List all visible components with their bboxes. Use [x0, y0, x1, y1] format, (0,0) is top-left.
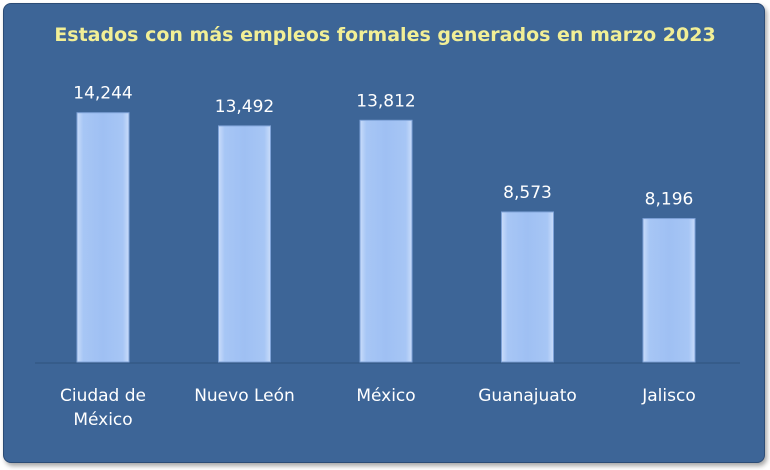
bar: [501, 211, 554, 363]
bar: [76, 112, 130, 363]
x-tick-label: Jalisco: [641, 386, 695, 406]
bar: [642, 218, 696, 363]
x-tick-label: México: [73, 410, 132, 430]
data-label: 8,196: [645, 190, 694, 210]
x-tick-label: Nuevo León: [194, 386, 295, 406]
chart-title: Estados con más empleos formales generad…: [54, 24, 716, 46]
data-label: 14,244: [73, 84, 132, 104]
x-tick-label: Ciudad de: [60, 386, 146, 406]
data-label: 13,492: [215, 97, 274, 117]
x-tick-label: México: [356, 386, 415, 406]
x-tick-label: Guanajuato: [478, 386, 577, 406]
data-label: 8,573: [503, 183, 552, 203]
bar: [218, 125, 271, 363]
bar: [359, 119, 413, 363]
data-label: 13,812: [356, 91, 415, 111]
